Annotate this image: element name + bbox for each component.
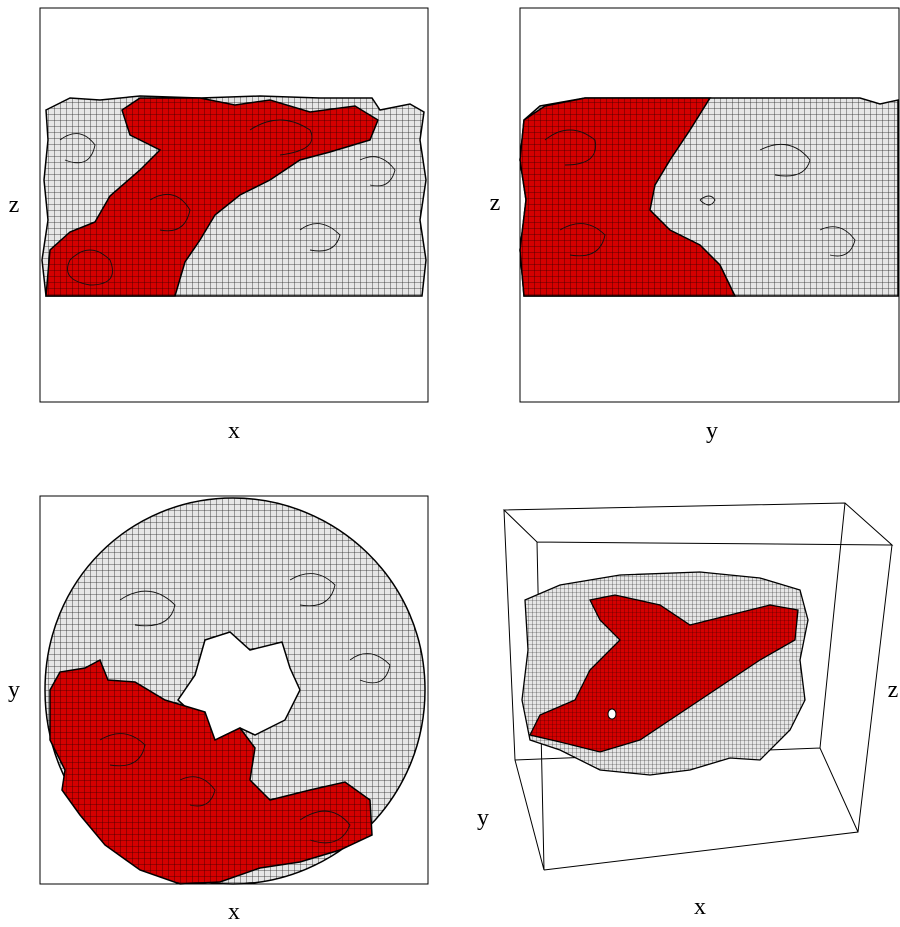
hole <box>608 709 616 719</box>
figure: z x z y y x z y x <box>0 0 900 927</box>
panel-xz: z x <box>9 8 428 444</box>
axis-label: y <box>8 677 20 703</box>
axis-label: x <box>694 894 706 920</box>
panel-3d: z y x <box>477 503 898 920</box>
panel-xy: y x <box>8 496 428 925</box>
axis-label: x <box>228 899 240 925</box>
axis-label: y <box>706 418 718 444</box>
axis-label: y <box>477 805 489 831</box>
axis-label: z <box>9 192 20 218</box>
axis-label: x <box>228 418 240 444</box>
panel-yz: z y <box>490 8 899 444</box>
axis-label: z <box>888 677 899 703</box>
axis-label: z <box>490 190 501 216</box>
